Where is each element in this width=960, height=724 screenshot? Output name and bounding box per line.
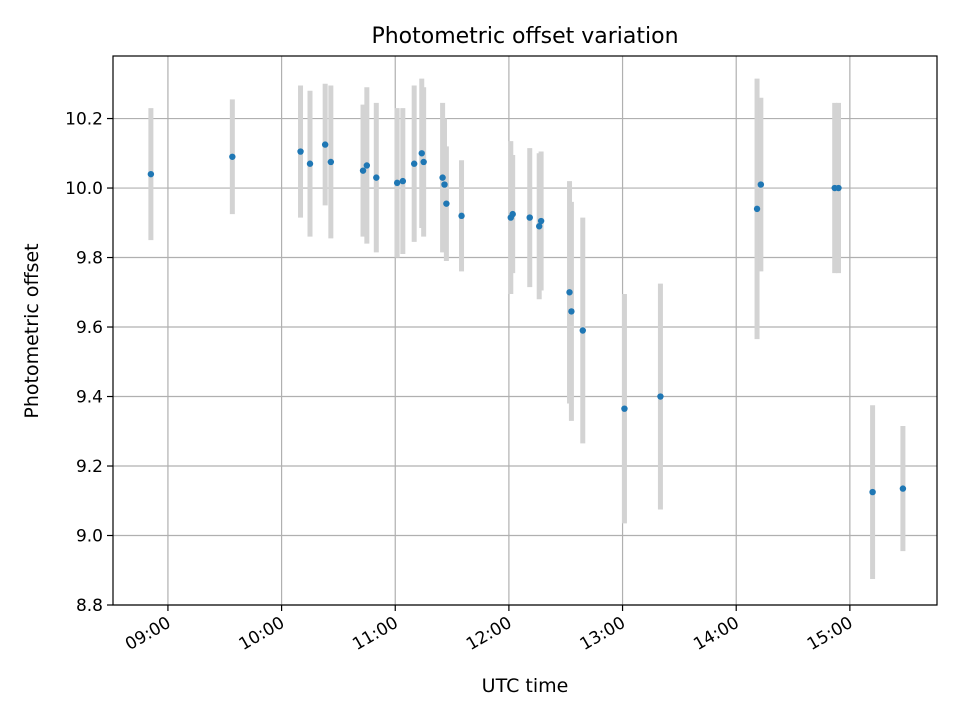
data-point: [869, 488, 876, 496]
data-point: [420, 158, 427, 166]
data-point: [363, 162, 371, 169]
data-point: [568, 308, 575, 315]
data-point: [509, 210, 516, 218]
y-tick-label: 9.0: [76, 527, 103, 547]
x-axis-label: UTC time: [482, 675, 569, 697]
data-point: [399, 177, 407, 185]
chart-title: Photometric offset variation: [371, 24, 678, 49]
data-point: [458, 212, 465, 220]
y-tick-label: 9.8: [76, 249, 103, 269]
data-point: [443, 200, 450, 207]
data-point: [297, 148, 304, 155]
data-point: [321, 141, 329, 148]
data-point: [147, 170, 155, 178]
y-tick-label: 8.8: [76, 596, 103, 616]
y-tick-label: 9.2: [76, 457, 103, 477]
data-point: [757, 181, 765, 188]
y-axis-label: Photometric offset: [21, 243, 43, 418]
x-tick-label: 10:00: [236, 613, 288, 655]
y-tick-label: 9.4: [76, 388, 103, 408]
y-tick-label: 10.0: [65, 179, 103, 199]
data-point: [566, 289, 573, 296]
grid: [113, 56, 937, 606]
x-tick-label: 11:00: [349, 613, 401, 655]
data-point: [229, 153, 236, 160]
x-tick-label: 12:00: [463, 613, 515, 655]
data-point: [393, 179, 401, 187]
data-point: [373, 174, 380, 181]
data-point: [621, 405, 628, 412]
x-tick-label: 13:00: [577, 613, 629, 655]
data-point: [359, 167, 367, 174]
y-tick-label: 10.2: [65, 110, 103, 130]
x-tick-label: 15:00: [804, 613, 856, 655]
data-point: [410, 160, 418, 167]
data-point: [536, 223, 543, 230]
y-tick-label: 9.6: [76, 318, 103, 338]
error-bars: [148, 78, 906, 579]
data-point: [327, 158, 335, 166]
plot-frame: [112, 55, 938, 606]
data-point: [657, 393, 664, 400]
data-points: [147, 141, 907, 496]
data-point: [835, 184, 842, 192]
data-point: [526, 214, 533, 221]
y-axis-ticks: 8.8 9.0 9.2 9.4 9.6 9.8 10.0 10.2: [65, 110, 113, 616]
x-axis-ticks: 09:00 10:00 11:00 12:00 13:00 14:00 15:00: [122, 605, 856, 655]
x-tick-label: 09:00: [122, 613, 174, 655]
data-point: [579, 327, 586, 334]
data-point: [753, 205, 761, 213]
data-point: [418, 150, 425, 157]
data-point: [439, 174, 446, 181]
data-point: [899, 485, 907, 492]
data-point: [537, 217, 545, 225]
data-point: [441, 181, 448, 188]
x-tick-label: 14:00: [690, 613, 742, 655]
data-point: [306, 160, 314, 167]
